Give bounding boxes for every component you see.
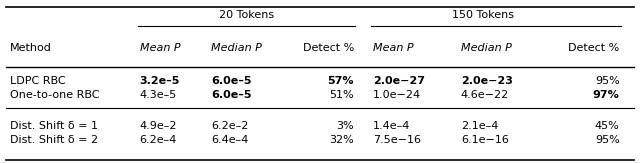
- Text: 6.2e–4: 6.2e–4: [140, 135, 177, 145]
- Text: 6.0e–5: 6.0e–5: [211, 76, 252, 87]
- Text: 4.3e–5: 4.3e–5: [140, 89, 177, 100]
- Text: Dist. Shift δ = 1: Dist. Shift δ = 1: [10, 120, 97, 131]
- Text: 95%: 95%: [595, 135, 620, 145]
- Text: 2.1e–4: 2.1e–4: [461, 120, 498, 131]
- Text: 4.9e–2: 4.9e–2: [140, 120, 177, 131]
- Text: Mean P: Mean P: [373, 43, 413, 53]
- Text: 6.0e–5: 6.0e–5: [211, 89, 252, 100]
- Text: 1.0e−24: 1.0e−24: [373, 89, 421, 100]
- Text: Median P: Median P: [211, 43, 262, 53]
- Text: 150 Tokens: 150 Tokens: [452, 10, 514, 20]
- Text: LDPC RBC: LDPC RBC: [10, 76, 65, 87]
- Text: 57%: 57%: [328, 76, 354, 87]
- Text: 20 Tokens: 20 Tokens: [219, 10, 274, 20]
- Text: Method: Method: [10, 43, 51, 53]
- Text: Mean P: Mean P: [140, 43, 180, 53]
- Text: 4.6e−22: 4.6e−22: [461, 89, 509, 100]
- Text: Dist. Shift δ = 2: Dist. Shift δ = 2: [10, 135, 98, 145]
- Text: 6.1e−16: 6.1e−16: [461, 135, 509, 145]
- Text: 97%: 97%: [593, 89, 620, 100]
- Text: Detect %: Detect %: [303, 43, 354, 53]
- Text: 1.4e–4: 1.4e–4: [373, 120, 410, 131]
- Text: 45%: 45%: [595, 120, 620, 131]
- Text: 6.2e–2: 6.2e–2: [211, 120, 248, 131]
- Text: 3.2e–5: 3.2e–5: [140, 76, 180, 87]
- Text: Detect %: Detect %: [568, 43, 620, 53]
- Text: One-to-one RBC: One-to-one RBC: [10, 89, 99, 100]
- Text: 2.0e−23: 2.0e−23: [461, 76, 513, 87]
- Text: 95%: 95%: [595, 76, 620, 87]
- Text: 51%: 51%: [330, 89, 354, 100]
- Text: 7.5e−16: 7.5e−16: [373, 135, 421, 145]
- Text: 2.0e−27: 2.0e−27: [373, 76, 425, 87]
- Text: 3%: 3%: [336, 120, 354, 131]
- Text: 32%: 32%: [329, 135, 354, 145]
- Text: 6.4e–4: 6.4e–4: [211, 135, 248, 145]
- Text: Median P: Median P: [461, 43, 511, 53]
